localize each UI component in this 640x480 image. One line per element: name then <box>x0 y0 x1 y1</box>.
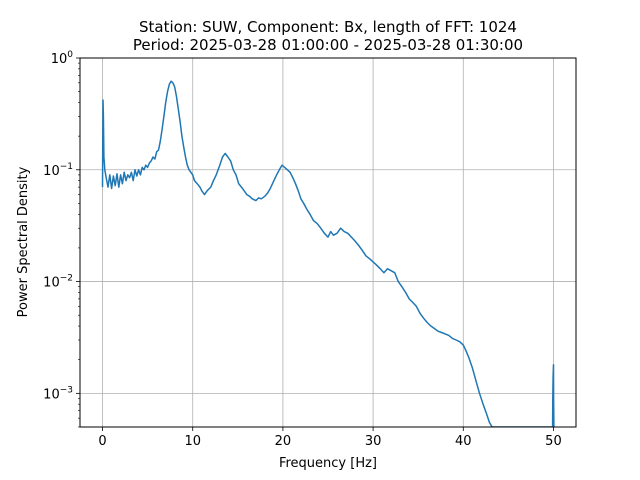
x-tick-label: 40 <box>455 434 472 449</box>
x-tick-label: 10 <box>184 434 201 449</box>
data-layer <box>101 80 555 427</box>
y-tick-label: 10−1 <box>43 162 73 179</box>
chart-subtitle: Period: 2025-03-28 01:00:00 - 2025-03-28… <box>133 36 523 54</box>
y-tick-label: 10−2 <box>43 274 73 291</box>
axis-ticks: 0 10 20 30 40 50 10−3 10−2 10−1 100 <box>43 50 562 449</box>
y-axis-label: Power Spectral Density <box>16 166 31 317</box>
x-axis-label: Frequency [Hz] <box>279 456 377 471</box>
x-tick-label: 0 <box>98 434 106 449</box>
x-tick-label: 20 <box>275 434 292 449</box>
psd-series-line <box>101 80 555 427</box>
plot-frame <box>79 57 577 428</box>
x-tick-label: 50 <box>545 434 562 449</box>
y-tick-label: 10−3 <box>43 385 73 402</box>
x-tick-label: 30 <box>365 434 382 449</box>
chart-title: Station: SUW, Component: Bx, length of F… <box>139 18 517 36</box>
y-tick-label: 100 <box>51 50 74 67</box>
